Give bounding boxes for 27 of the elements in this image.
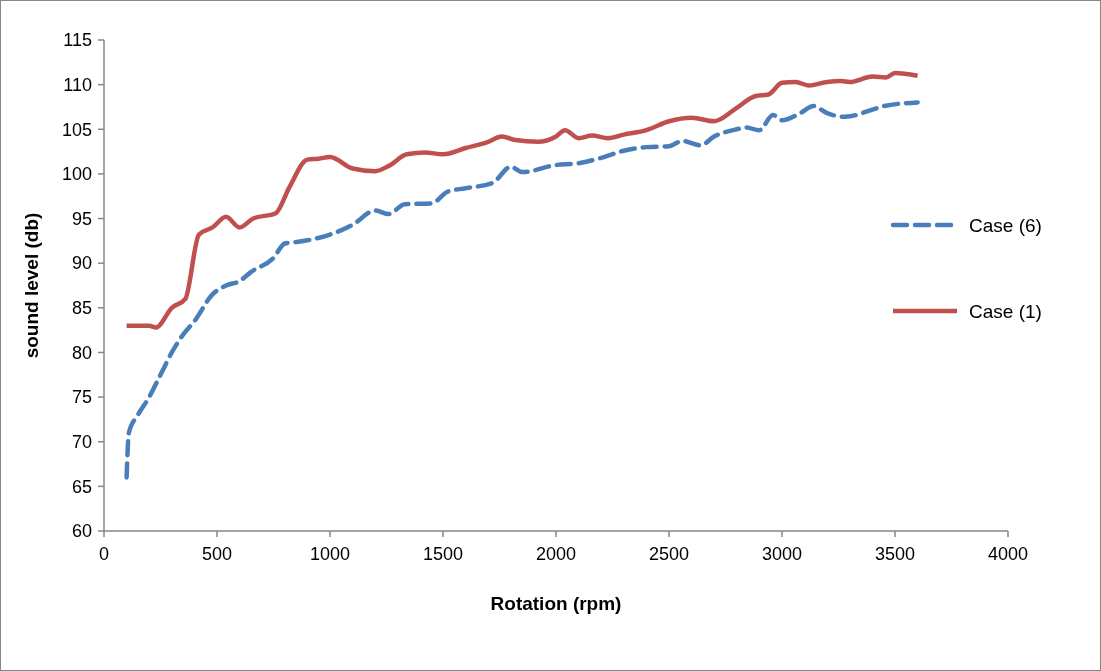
y-tick-label: 70 <box>71 432 92 453</box>
y-tick-label: 65 <box>71 476 92 497</box>
y-tick-label: 115 <box>63 30 92 51</box>
y-tick-label: 110 <box>63 74 92 95</box>
legend-label: Case (1) <box>969 300 1042 322</box>
y-tick-label: 85 <box>71 298 92 319</box>
y-tick-label: 100 <box>61 164 92 185</box>
y-tick-label: 60 <box>71 521 92 542</box>
x-tick-label: 3000 <box>761 544 803 564</box>
y-tick-label: 90 <box>71 253 92 274</box>
y-tick-label: 80 <box>71 342 92 363</box>
line-series <box>124 100 920 480</box>
x-tick-label: 2500 <box>648 544 690 564</box>
y-axis-title: sound level (db) <box>21 212 42 359</box>
line-series <box>124 70 920 330</box>
y-tick-label: 105 <box>61 119 92 140</box>
y-tick-label: 95 <box>71 208 92 229</box>
x-tick-label: 1000 <box>309 544 351 564</box>
x-tick-label: 2000 <box>535 544 577 564</box>
x-tick-label: 1500 <box>422 544 464 564</box>
x-tick-label: 4000 <box>987 544 1029 564</box>
x-axis-title: Rotation (rpm) <box>490 593 622 614</box>
y-tick-label: 75 <box>71 387 92 408</box>
x-tick-label: 0 <box>98 544 110 564</box>
x-tick-label: 3500 <box>874 544 916 564</box>
x-tick-label: 500 <box>201 544 233 564</box>
legend-label: Case (6) <box>969 214 1042 236</box>
